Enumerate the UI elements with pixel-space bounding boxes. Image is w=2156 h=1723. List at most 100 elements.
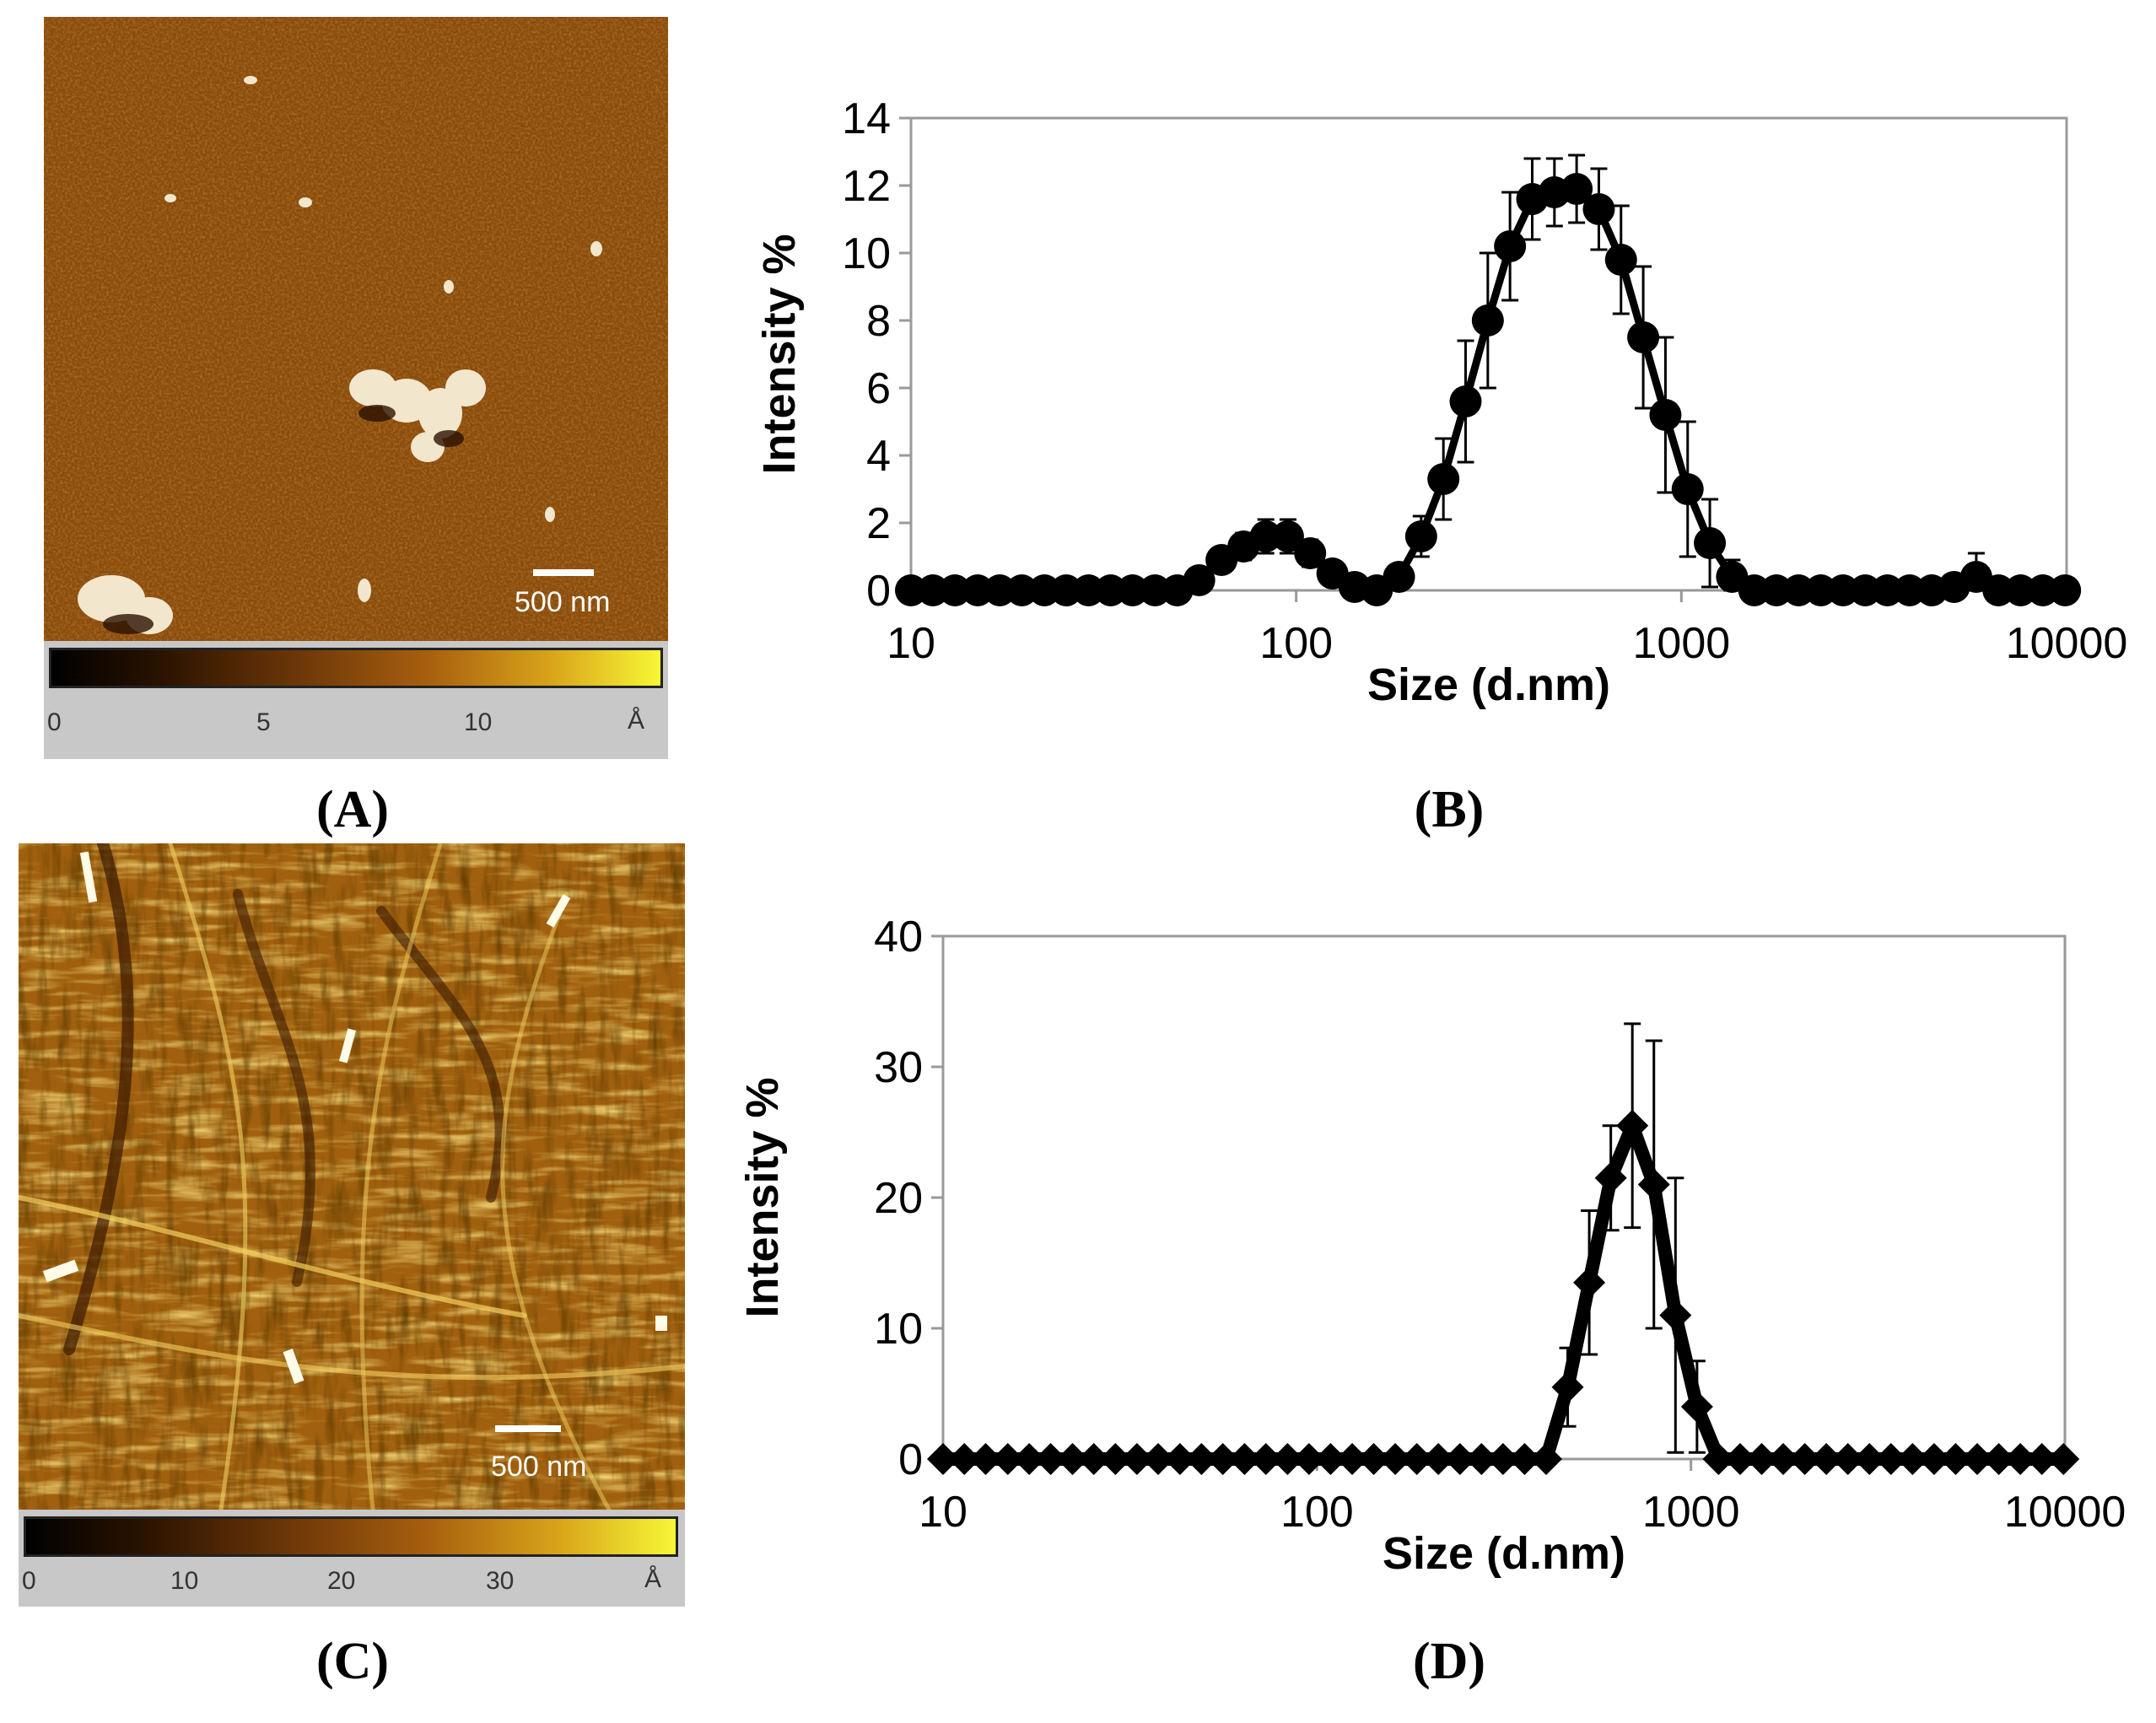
plot-area — [941, 934, 2067, 1461]
colorbar-tick-c-2: 20 — [327, 1567, 356, 1595]
data-point — [984, 574, 1016, 606]
y-tick-label: 40 — [874, 913, 923, 961]
colorbar-tick-a-0: 0 — [47, 708, 62, 736]
data-point — [1471, 304, 1504, 337]
data-point — [2026, 574, 2059, 606]
data-point — [916, 574, 949, 606]
y-tick-label: 2 — [866, 499, 891, 548]
panel-label-a: (A) — [315, 781, 390, 838]
data-point — [1056, 1443, 1089, 1475]
y-tick-label: 0 — [866, 567, 891, 616]
data-point — [1637, 1168, 1670, 1201]
data-point — [1465, 1443, 1498, 1475]
x-tick-label: 10 — [919, 1488, 968, 1537]
colorbar-tick-c-0: 0 — [22, 1567, 36, 1595]
data-point — [1292, 1443, 1325, 1475]
x-tick-label: 10000 — [2006, 619, 2128, 668]
data-point — [1680, 1391, 1713, 1423]
afm-texture-c — [19, 843, 685, 1510]
data-point — [1738, 574, 1771, 606]
data-point — [1271, 520, 1304, 552]
data-point — [1142, 1443, 1174, 1475]
data-point — [948, 1443, 981, 1475]
chart-b: 0 2 4 6 8 10 12 14 10 100 1000 10000 Size (d.nm) Inte… — [759, 94, 2128, 710]
data-point — [1206, 1443, 1239, 1475]
colorbar-c: 0 10 20 30 Å — [19, 1510, 685, 1607]
data-point — [1139, 574, 1172, 606]
data-point — [1336, 1443, 1369, 1475]
panel-label-d: (D) — [1412, 1633, 1486, 1690]
data-point — [1072, 574, 1105, 606]
y-axis-label: Intensity % — [742, 1077, 788, 1317]
data-point — [939, 574, 972, 606]
data-point — [1594, 1161, 1627, 1194]
data-point — [1573, 1266, 1606, 1299]
data-point — [1249, 520, 1282, 552]
data-point — [1034, 1443, 1067, 1475]
y-tick-label: 4 — [866, 432, 891, 481]
colorbar-gradient-a — [49, 648, 663, 688]
data-point — [1917, 1443, 1950, 1475]
data-point — [1249, 1443, 1282, 1475]
afm-texture-a — [44, 17, 668, 641]
data-point — [1163, 1443, 1196, 1475]
colorbar-unit-c: Å — [644, 1565, 662, 1593]
data-point — [1831, 1443, 1864, 1475]
data-point — [1853, 1443, 1886, 1475]
scale-bar-label-a: 500 nm — [515, 586, 611, 618]
data-point — [1896, 1443, 1929, 1475]
data-point — [1782, 574, 1815, 606]
y-axis-label: Intensity % — [759, 234, 805, 474]
data-point — [1427, 463, 1460, 495]
afm-image-a: 500 nm 0 5 10 Å — [44, 17, 668, 759]
data-point — [1616, 1109, 1649, 1142]
data-point — [1760, 574, 1793, 606]
data-point — [1788, 1443, 1821, 1475]
series-0 — [895, 153, 2082, 606]
data-point — [1530, 1443, 1563, 1475]
y-tick-label: 0 — [898, 1435, 923, 1484]
x-tick-label: 100 — [1259, 619, 1333, 668]
scale-bar-label-c: 500 nm — [491, 1451, 587, 1483]
data-point — [895, 574, 927, 606]
data-point — [1116, 574, 1149, 606]
data-point — [1494, 230, 1527, 262]
data-point — [1486, 1443, 1519, 1475]
data-point — [1804, 574, 1837, 606]
scale-bar-a — [533, 569, 594, 576]
y-tick-label: 8 — [866, 297, 891, 346]
data-point — [1767, 1443, 1800, 1475]
colorbar-unit-a: Å — [628, 707, 645, 735]
data-point — [1582, 193, 1615, 225]
data-point — [1400, 1443, 1433, 1475]
data-point — [1185, 1443, 1218, 1475]
y-tick-label: 12 — [842, 162, 891, 211]
data-point — [2025, 1443, 2058, 1475]
data-point — [1810, 1443, 1843, 1475]
afm-image-c: 500 nm 0 10 20 30 Å — [19, 843, 685, 1607]
data-point — [2004, 574, 2037, 606]
colorbar-gradient-c — [24, 1516, 678, 1557]
data-point — [1099, 1443, 1132, 1475]
data-point — [1228, 1443, 1261, 1475]
data-point — [1314, 1443, 1347, 1475]
data-point — [1508, 1443, 1541, 1475]
panel-label-b: (B) — [1414, 781, 1485, 838]
afm-topography-c: 500 nm — [19, 843, 685, 1510]
colorbar-tick-a-1: 5 — [256, 708, 271, 736]
data-point — [1005, 574, 1038, 606]
x-axis-label: Size (d.nm) — [1367, 660, 1610, 710]
data-point — [1551, 1370, 1584, 1403]
data-point — [1404, 520, 1437, 552]
data-point — [1422, 1443, 1455, 1475]
data-point — [1671, 473, 1704, 505]
panel-label-c: (C) — [315, 1633, 390, 1690]
data-point — [1120, 1443, 1153, 1475]
y-tick-label: 14 — [842, 94, 891, 143]
data-point — [1449, 385, 1482, 417]
colorbar-tick-c-1: 10 — [170, 1567, 199, 1595]
data-point — [1745, 1443, 1778, 1475]
data-point — [969, 1443, 1002, 1475]
y-tick-label: 10 — [842, 229, 891, 278]
